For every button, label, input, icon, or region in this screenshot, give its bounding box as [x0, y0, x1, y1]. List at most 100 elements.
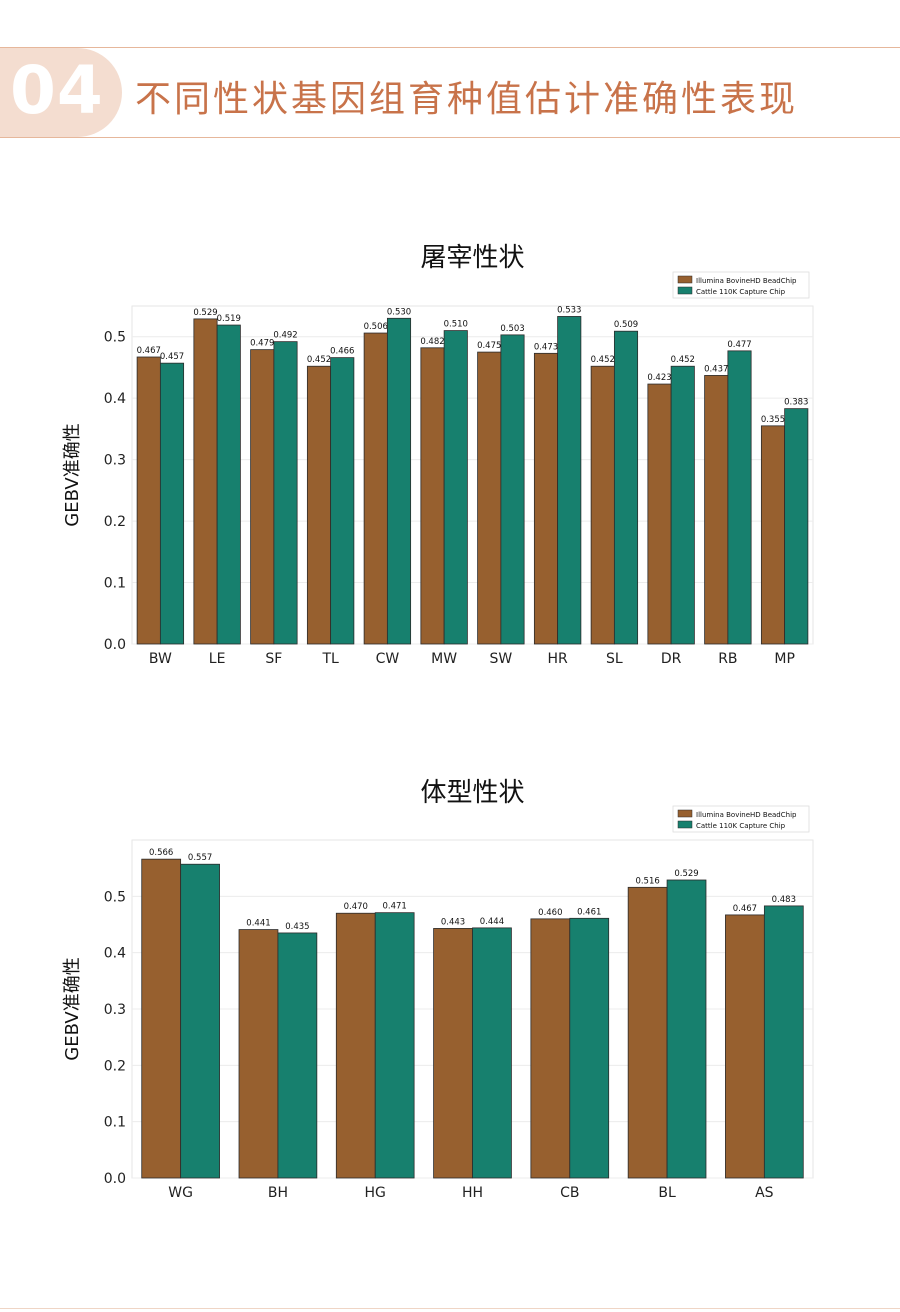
data-label: 0.461: [577, 907, 601, 917]
x-tick-label: SL: [606, 651, 623, 667]
data-label: 0.477: [727, 340, 751, 350]
bar-cattle110k: [784, 408, 809, 645]
y-tick-label: 0.4: [104, 391, 126, 407]
bar-cattle110k: [670, 365, 695, 645]
bar-cattle110k: [569, 917, 610, 1179]
y-tick-label: 0.0: [104, 1171, 126, 1187]
bar-illumina: [420, 347, 445, 645]
x-tick-label: HG: [365, 1185, 386, 1201]
x-tick-label: CB: [560, 1185, 579, 1201]
data-label: 0.355: [761, 415, 785, 425]
data-label: 0.471: [382, 902, 406, 912]
x-tick-label: MW: [431, 651, 457, 667]
data-label: 0.530: [387, 307, 411, 317]
bar-cattle110k: [273, 341, 298, 645]
data-label: 0.503: [500, 324, 524, 334]
data-label: 0.437: [704, 364, 728, 374]
bar-cattle110k: [330, 357, 355, 645]
bar-cattle110k: [666, 879, 707, 1179]
data-label: 0.529: [674, 869, 698, 879]
x-tick-label: SF: [265, 651, 282, 667]
bar-illumina: [306, 365, 332, 645]
section-number: 04: [10, 52, 104, 129]
bar-cattle110k: [763, 905, 804, 1179]
data-label: 0.529: [193, 308, 217, 318]
legend-label: Illumina BovineHD BeadChip: [696, 811, 797, 819]
bar-illumina: [647, 383, 672, 645]
data-label: 0.460: [538, 908, 562, 918]
data-label: 0.441: [246, 919, 270, 929]
legend-box: [672, 271, 810, 299]
section-title: 不同性状基因组育种值估计准确性表现: [135, 79, 799, 120]
x-tick-label: BL: [658, 1185, 676, 1201]
data-label: 0.423: [647, 373, 671, 383]
bar-cattle110k: [472, 927, 512, 1179]
data-label: 0.557: [188, 853, 212, 863]
bar-illumina: [433, 928, 473, 1179]
bar-cattle110k: [374, 912, 415, 1179]
bar-illumina: [533, 352, 559, 645]
x-tick-label: BH: [268, 1185, 288, 1201]
data-label: 0.516: [635, 876, 659, 886]
bar-cattle110k: [180, 863, 220, 1179]
y-tick-label: 0.1: [104, 576, 126, 592]
bar-cattle110k: [727, 350, 752, 645]
bar-illumina: [627, 886, 668, 1179]
data-label: 0.479: [250, 339, 274, 349]
x-tick-label: MP: [774, 651, 795, 667]
y-tick-label: 0.3: [104, 1002, 126, 1018]
x-tick-label: HR: [547, 651, 568, 667]
data-label: 0.435: [285, 922, 309, 932]
x-tick-label: SW: [490, 651, 513, 667]
data-label: 0.466: [330, 347, 354, 357]
data-label: 0.533: [557, 305, 581, 315]
data-label: 0.473: [534, 342, 558, 352]
bar-illumina: [760, 425, 786, 645]
bar-cattle110k: [386, 317, 412, 645]
legend-swatch: [677, 809, 693, 818]
legend-swatch: [677, 286, 693, 295]
section-header: 04 不同性状基因组育种值估计准确性表现: [0, 47, 900, 138]
legend-swatch: [677, 820, 693, 829]
x-tick-label: AS: [755, 1185, 774, 1201]
bar-illumina: [193, 318, 218, 645]
data-label: 0.452: [591, 355, 615, 365]
legend-label: Illumina BovineHD BeadChip: [696, 277, 797, 285]
data-label: 0.506: [364, 322, 388, 332]
data-label: 0.510: [444, 320, 468, 330]
plot-area: [131, 305, 814, 645]
chart-title: 屠宰性状: [420, 243, 524, 273]
x-tick-label: HH: [462, 1185, 483, 1201]
y-tick-label: 0.2: [104, 1058, 126, 1074]
data-label: 0.467: [733, 904, 757, 914]
bar-illumina: [335, 912, 376, 1179]
legend-label: Cattle 110K Capture Chip: [696, 822, 786, 830]
legend-box: [672, 805, 810, 833]
y-axis-label: GEBV准确性: [62, 957, 83, 1060]
data-label: 0.483: [772, 895, 796, 905]
data-label: 0.457: [160, 352, 184, 362]
y-tick-label: 0.5: [104, 889, 126, 905]
y-tick-label: 0.0: [104, 637, 126, 653]
legend-label: Cattle 110K Capture Chip: [696, 288, 786, 296]
data-label: 0.452: [307, 355, 331, 365]
bar-illumina: [590, 365, 615, 645]
bar-cattle110k: [216, 324, 241, 645]
bar-illumina: [363, 332, 388, 645]
x-tick-label: WG: [168, 1185, 193, 1201]
bar-illumina: [250, 349, 275, 645]
x-tick-label: LE: [209, 651, 226, 667]
y-tick-label: 0.4: [104, 946, 126, 962]
bar-cattle110k: [277, 932, 318, 1179]
y-tick-label: 0.5: [104, 330, 126, 346]
data-label: 0.566: [149, 848, 173, 858]
x-tick-label: DR: [661, 651, 682, 667]
data-label: 0.383: [784, 398, 808, 408]
bar-cattle110k: [159, 362, 185, 645]
data-label: 0.452: [671, 355, 695, 365]
y-axis-label: GEBV准确性: [62, 423, 83, 526]
bottom-divider: [0, 1308, 900, 1309]
data-label: 0.444: [480, 917, 504, 927]
bar-illumina: [725, 914, 765, 1179]
